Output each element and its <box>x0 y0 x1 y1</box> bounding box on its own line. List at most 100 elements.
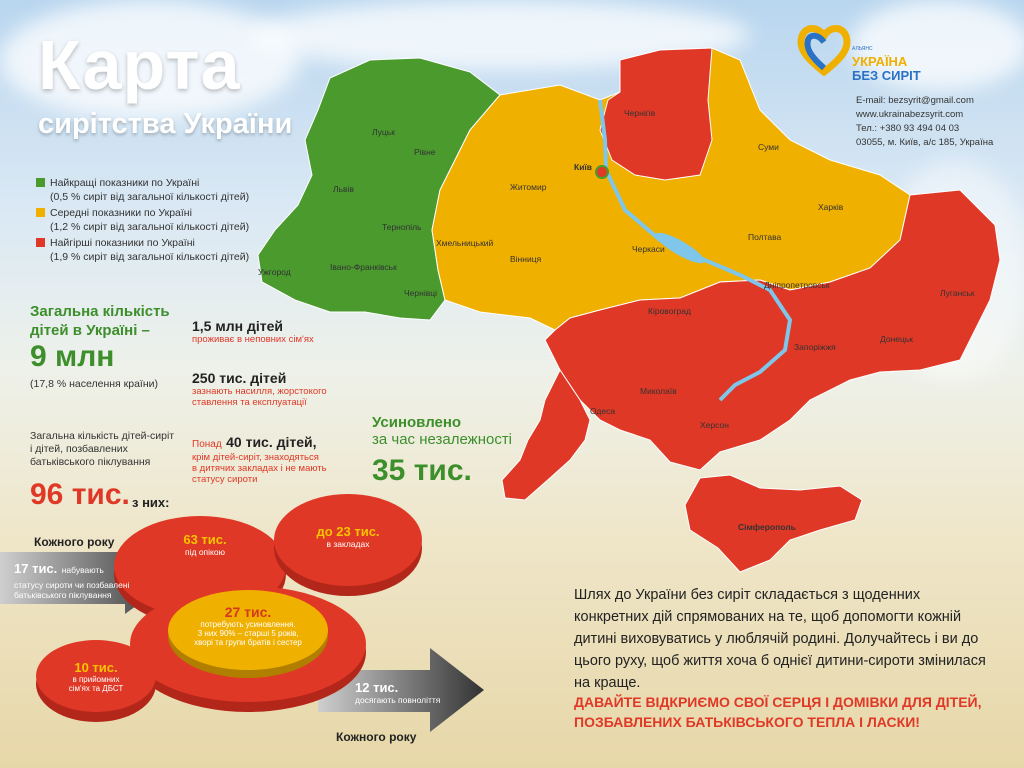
city-label: Запоріжжя <box>794 342 836 352</box>
legend-label: Середні показники по Україні <box>50 207 192 219</box>
legend-item-worst: Найгірші показники по Україні (1,9 % сир… <box>36 236 249 264</box>
legend-swatch-red <box>36 238 45 247</box>
map-labels: Луцьк Рівне Львів Тернопіль Ужгород Іван… <box>258 108 975 532</box>
flow-foster: 10 тис. в прийомних сім'ях та ДБСТ <box>56 660 136 693</box>
stat-note: крім дітей-сиріт, знаходяться <box>192 452 319 463</box>
legend-detail: (0,5 % сиріт від загальної кількості діт… <box>50 191 250 203</box>
flow-adoption-note: З них 90% – старші 5 років, <box>197 629 299 638</box>
total-note: (17,8 % населення країни) <box>30 378 158 390</box>
city-label: Харків <box>818 202 844 212</box>
flow-in-note: статусу сироти чи позбавлені <box>14 580 130 590</box>
flow-institutions: до 23 тис. в закладах <box>306 524 390 549</box>
city-label: Житомир <box>510 182 547 192</box>
legend-item-average: Середні показники по Україні (1,2 % сирі… <box>36 206 249 234</box>
stat-note: проживає в неповних сім'ях <box>192 334 314 345</box>
flow-in-note: набувають <box>61 565 104 575</box>
each-year-top: Кожного року <box>34 535 115 549</box>
city-label: Івано-Франківськ <box>330 262 397 272</box>
city-label: Сімферополь <box>738 522 796 532</box>
kyiv-marker <box>595 165 609 179</box>
flow-guardianship-note: під опікою <box>185 547 225 557</box>
adopted-block: Усиновлено за час незалежності 35 тис. <box>372 414 512 488</box>
city-label: Дніпропетровськ <box>764 280 830 290</box>
city-label: Тернопіль <box>382 222 422 232</box>
flow-foster-note: сім'ях та ДБСТ <box>68 684 124 693</box>
contact-address: 03055, м. Київ, а/с 185, Україна <box>856 137 994 148</box>
adopted-label-line2: за час незалежності <box>372 431 513 448</box>
stat-value: 40 тис. дітей, <box>226 434 317 450</box>
orphans-value: 96 тис. <box>30 478 130 511</box>
total-label: Загальна кількість дітей в Україні – <box>30 302 170 340</box>
flow-guardianship-value: 63 тис. <box>183 532 227 547</box>
legend-swatch-green <box>36 178 45 187</box>
stat-note: в дитячих закладах і не мають <box>192 463 327 474</box>
cloud <box>0 0 300 120</box>
legend-detail: (1,2 % сиріт від загальної кількості діт… <box>50 221 250 233</box>
legend-detail: (1,9 % сиріт від загальної кількості діт… <box>50 251 250 263</box>
flow-adoption-note: потребують усиновлення. <box>200 620 296 629</box>
region-crimea-red <box>684 474 863 573</box>
stat-note: ставлення та експлуатації <box>192 397 307 408</box>
orphans-label-line: батьківського піклування <box>30 456 151 468</box>
contact-email: E-mail: bezsyrit@gmail.com <box>856 95 974 106</box>
legend-label: Найкращі показники по Україні <box>50 177 200 189</box>
logo: АЛЬЯНС УКРАЇНА БЕЗ СИРІТ <box>796 22 936 83</box>
arrow-out <box>318 648 484 732</box>
flow-foster-note: в прийомних <box>72 675 120 684</box>
stat-prefix: Понад <box>192 439 222 450</box>
stat-incomplete-families: 1,5 млн дітей проживає в неповних сім'ях <box>192 318 314 345</box>
stat-value: 250 тис. дітей <box>192 370 287 386</box>
adopted-label-line1: Усиновлено <box>372 414 462 431</box>
page-subtitle: сирітства України <box>38 108 293 140</box>
cloud <box>850 0 1024 90</box>
city-label: Миколаїв <box>640 386 677 396</box>
ukraine-map: Луцьк Рівне Львів Тернопіль Ужгород Іван… <box>257 47 1001 573</box>
flow-institutions-value: до 23 тис. <box>316 524 380 539</box>
orphans-label-line: і дітей, позбавлених <box>30 443 128 455</box>
city-label: Рівне <box>414 147 436 157</box>
legend-label: Найгірші показники по Україні <box>50 237 195 249</box>
total-value: 9 млн <box>30 340 115 373</box>
city-label: Луцьк <box>372 127 395 137</box>
flow-adoption-note: хворі та групи братів і сестер <box>194 638 302 647</box>
page-title: Карта <box>38 26 241 104</box>
city-label: Луганськ <box>940 288 975 298</box>
city-label: Донецьк <box>880 334 913 344</box>
logo-name-line1: УКРАЇНА <box>852 54 908 69</box>
region-chernihiv-red <box>599 47 713 181</box>
disk-adoption-yellow <box>168 590 328 670</box>
flow-institutions-note: в закладах <box>326 539 370 549</box>
stat-note: статусу сироти <box>192 474 258 485</box>
region-east-red <box>544 189 1001 471</box>
city-label: Чернігів <box>624 108 656 118</box>
flow-adoption-value: 27 тис. <box>224 604 272 620</box>
flow-out-note: досягають повноліття <box>355 695 441 705</box>
flow-in-note: батьківського піклування <box>14 590 112 600</box>
city-label: Черкаси <box>632 244 665 254</box>
contact-site: www.ukrainabezsyrit.com <box>856 109 964 120</box>
contacts-block: E-mail: bezsyrit@gmail.com www.ukrainabe… <box>856 94 993 150</box>
flow-in: 17 тис. набувають статусу сироти чи позб… <box>14 560 129 600</box>
call-to-action: ДАВАЙТЕ ВІДКРИЄМО СВОЇ СЕРЦЯ І ДОМІВКИ Д… <box>574 694 982 730</box>
total-label-line2: дітей в Україні – <box>30 322 150 339</box>
region-west-green <box>257 57 501 321</box>
logo-name-line2: БЕЗ СИРІТ <box>852 68 921 83</box>
orphans-label: Загальна кількість дітей-сиріт і дітей, … <box>30 430 174 469</box>
flow-out: 12 тис. досягають повноліття <box>355 680 475 705</box>
orphans-of: з них: <box>132 495 170 510</box>
city-label: Хмельницький <box>436 238 494 248</box>
orphans-label-line: Загальна кількість дітей-сиріт <box>30 430 175 442</box>
mission-paragraph: Шлях до України без сиріт складається з … <box>574 587 986 691</box>
total-label-line1: Загальна кількість <box>30 303 170 320</box>
flow-foster-value: 10 тис. <box>74 660 118 675</box>
each-year-bottom: Кожного року <box>336 730 417 744</box>
contact-phone: Тел.: +380 93 494 04 03 <box>856 123 960 134</box>
city-label: Херсон <box>700 420 729 430</box>
flow-guardianship: 63 тис. під опікою <box>170 532 240 557</box>
flow-in-value: 17 тис. <box>14 561 58 576</box>
city-label: Ужгород <box>258 267 291 277</box>
city-label: Вінниця <box>510 254 542 264</box>
stat-institutions: Понад 40 тис. дітей, крім дітей-сиріт, з… <box>192 434 327 485</box>
city-label: Полтава <box>748 232 782 242</box>
city-label: Львів <box>333 184 354 194</box>
